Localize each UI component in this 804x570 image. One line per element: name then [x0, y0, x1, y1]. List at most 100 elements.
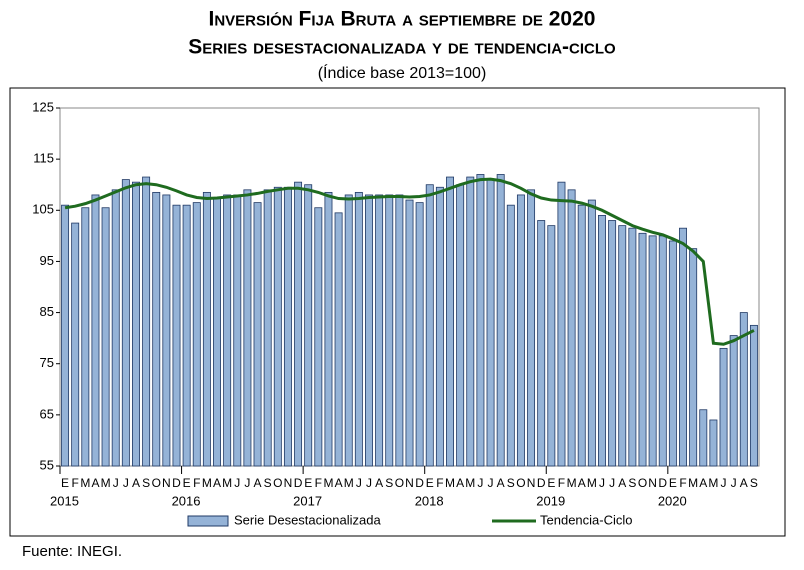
bar: [233, 194, 242, 467]
x-tick-label: E: [304, 476, 312, 490]
bar: [527, 189, 536, 467]
x-tick-label: A: [618, 476, 626, 490]
x-tick-label: D: [658, 476, 667, 490]
x-tick-label: J: [609, 476, 615, 490]
x-tick-label: J: [123, 476, 129, 490]
bar: [598, 214, 606, 467]
bar: [375, 194, 384, 467]
bar: [132, 181, 140, 467]
bar: [516, 194, 525, 467]
y-tick-label: 65: [40, 406, 54, 421]
x-tick-label: E: [183, 476, 191, 490]
bar: [152, 191, 161, 467]
bar: [202, 191, 211, 467]
x-tick-label: J: [366, 476, 372, 490]
bar: [71, 222, 80, 467]
bar: [668, 240, 677, 467]
bar: [557, 181, 566, 467]
x-tick-label: S: [628, 476, 636, 490]
year-label: 2018: [415, 493, 444, 508]
x-tick-label: A: [335, 476, 343, 490]
x-tick-label: D: [294, 476, 303, 490]
x-tick-label: J: [721, 476, 727, 490]
x-tick-label: S: [750, 476, 758, 490]
x-tick-label: J: [599, 476, 605, 490]
bar: [142, 176, 151, 467]
x-tick-label: F: [679, 476, 686, 490]
x-tick-label: F: [315, 476, 322, 490]
x-tick-label: N: [284, 476, 293, 490]
x-tick-label: M: [567, 476, 577, 490]
x-tick-label: J: [488, 476, 494, 490]
x-tick-label: A: [578, 476, 586, 490]
x-tick-label: A: [213, 476, 221, 490]
x-tick-label: N: [648, 476, 657, 490]
x-tick-label: J: [244, 476, 250, 490]
bar: [709, 419, 718, 467]
bar: [567, 189, 576, 467]
y-tick-label: 75: [40, 355, 54, 370]
bar: [385, 194, 394, 467]
bar: [304, 184, 313, 467]
x-tick-label: M: [222, 476, 232, 490]
x-tick-label: F: [72, 476, 79, 490]
bar: [618, 225, 627, 467]
bar: [719, 347, 728, 467]
bar: [628, 227, 637, 467]
x-tick-label: A: [699, 476, 707, 490]
bar: [223, 194, 232, 467]
x-tick-label: O: [152, 476, 161, 490]
x-tick-label: F: [436, 476, 443, 490]
bar: [334, 212, 343, 467]
bar: [405, 199, 414, 467]
bar: [608, 220, 617, 467]
bar: [699, 409, 708, 467]
chart-subtitle: Series desestacionalizada y de tendencia…: [188, 36, 616, 59]
x-tick-label: J: [356, 476, 362, 490]
bar: [111, 189, 120, 467]
year-label: 2016: [172, 493, 201, 508]
x-tick-label: A: [91, 476, 99, 490]
x-tick-label: J: [477, 476, 483, 490]
x-tick-label: O: [273, 476, 282, 490]
year-label: 2020: [658, 493, 687, 508]
x-tick-label: M: [445, 476, 455, 490]
bar: [192, 202, 201, 467]
bar: [456, 184, 465, 467]
bar: [689, 248, 698, 467]
x-tick-label: N: [162, 476, 171, 490]
bar: [213, 197, 221, 467]
y-tick-label: 55: [40, 457, 54, 472]
chart-title: Inversión Fija Bruta a septiembre de 202…: [209, 8, 596, 31]
x-tick-label: O: [638, 476, 647, 490]
x-tick-label: A: [132, 476, 140, 490]
x-tick-label: A: [456, 476, 464, 490]
x-tick-label: M: [465, 476, 475, 490]
bar: [466, 176, 475, 467]
x-tick-label: E: [547, 476, 555, 490]
x-tick-label: J: [731, 476, 737, 490]
chart-frame: [9, 87, 786, 537]
legend-label: Serie Desestacionalizada: [234, 512, 381, 527]
bar: [243, 189, 252, 467]
bar: [263, 189, 272, 467]
x-tick-label: O: [516, 476, 525, 490]
bar: [547, 225, 556, 467]
y-tick-label: 105: [32, 202, 54, 217]
year-label: 2017: [293, 493, 322, 508]
bar: [577, 204, 586, 467]
x-tick-label: M: [323, 476, 333, 490]
chart-note: (Índice base 2013=100): [318, 63, 487, 82]
bar: [749, 324, 758, 467]
x-tick-label: J: [113, 476, 119, 490]
bar: [172, 204, 181, 467]
bar: [344, 194, 353, 467]
bar: [273, 186, 282, 467]
year-label: 2019: [536, 493, 565, 508]
bar: [253, 202, 262, 467]
x-tick-label: N: [405, 476, 414, 490]
x-tick-label: M: [688, 476, 698, 490]
x-tick-label: J: [234, 476, 240, 490]
bar: [365, 194, 373, 467]
bar: [739, 312, 748, 467]
